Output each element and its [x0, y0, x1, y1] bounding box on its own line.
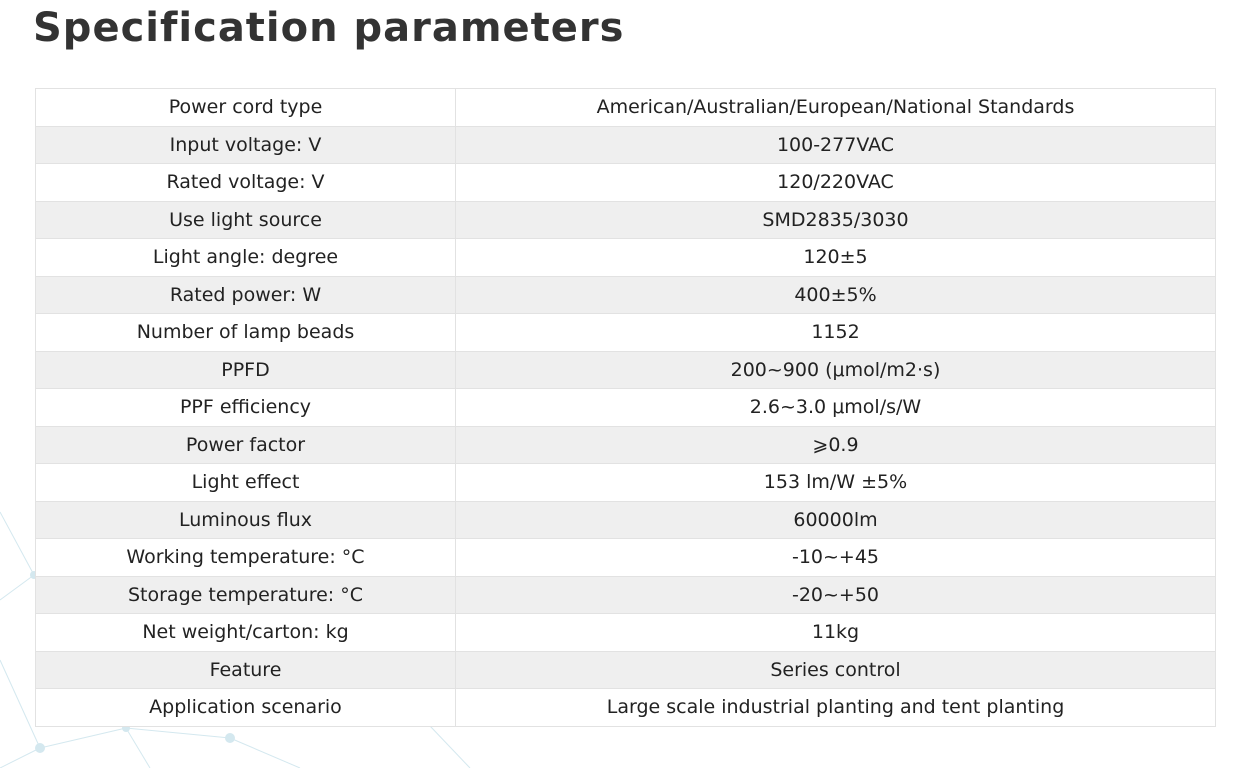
spec-label-cell: Luminous flux [35, 500, 456, 539]
spec-table: Power cord type American/Australian/Europ… [35, 88, 1216, 727]
table-row: Number of lamp beads 1152 [35, 313, 1216, 352]
table-row: Luminous flux 60000lm [35, 500, 1216, 539]
table-row: Storage temperature: °C -20~+50 [35, 575, 1216, 614]
table-row: Feature Series control [35, 650, 1216, 689]
spec-value-cell: 153 lm/W ±5% [455, 463, 1216, 502]
spec-value-cell: ⩾0.9 [455, 425, 1216, 464]
table-row: Light effect 153 lm/W ±5% [35, 463, 1216, 502]
page-title: Specification parameters [33, 5, 625, 51]
spec-value-cell: 100-277VAC [455, 125, 1216, 164]
table-row: Power factor ⩾0.9 [35, 425, 1216, 464]
spec-label-cell: Input voltage: V [35, 125, 456, 164]
spec-label-cell: Application scenario [35, 688, 456, 727]
spec-value-cell: 60000lm [455, 500, 1216, 539]
spec-value-cell: American/Australian/European/National St… [455, 88, 1216, 127]
spec-table-body: Power cord type American/Australian/Europ… [35, 88, 1216, 727]
spec-label-cell: Feature [35, 650, 456, 689]
spec-value-cell: 2.6~3.0 μmol/s/W [455, 388, 1216, 427]
table-row: Working temperature: °C -10~+45 [35, 538, 1216, 577]
spec-label-cell: Working temperature: °C [35, 538, 456, 577]
spec-label-cell: Rated power: W [35, 275, 456, 314]
table-row: Net weight/carton: kg 11kg [35, 613, 1216, 652]
table-row: Rated power: W 400±5% [35, 275, 1216, 314]
table-row: Rated voltage: V 120/220VAC [35, 163, 1216, 202]
table-row: Use light source SMD2835/3030 [35, 200, 1216, 239]
spec-label-cell: Rated voltage: V [35, 163, 456, 202]
spec-value-cell: 200~900 (μmol/m2·s) [455, 350, 1216, 389]
table-row: Input voltage: V 100-277VAC [35, 125, 1216, 164]
spec-label-cell: Power factor [35, 425, 456, 464]
spec-value-cell: -10~+45 [455, 538, 1216, 577]
spec-label-cell: Light angle: degree [35, 238, 456, 277]
table-row: PPFD 200~900 (μmol/m2·s) [35, 350, 1216, 389]
spec-value-cell: Large scale industrial planting and tent… [455, 688, 1216, 727]
spec-label-cell: Storage temperature: °C [35, 575, 456, 614]
spec-label-cell: Light effect [35, 463, 456, 502]
spec-label-cell: Use light source [35, 200, 456, 239]
spec-value-cell: 120/220VAC [455, 163, 1216, 202]
spec-value-cell: 11kg [455, 613, 1216, 652]
spec-value-cell: 400±5% [455, 275, 1216, 314]
spec-value-cell: 1152 [455, 313, 1216, 352]
table-row: Power cord type American/Australian/Europ… [35, 88, 1216, 127]
spec-value-cell: 120±5 [455, 238, 1216, 277]
spec-label-cell: PPF efficiency [35, 388, 456, 427]
spec-label-cell: Number of lamp beads [35, 313, 456, 352]
spec-label-cell: PPFD [35, 350, 456, 389]
table-row: Application scenario Large scale industri… [35, 688, 1216, 727]
spec-value-cell: Series control [455, 650, 1216, 689]
spec-value-cell: SMD2835/3030 [455, 200, 1216, 239]
spec-value-cell: -20~+50 [455, 575, 1216, 614]
spec-label-cell: Power cord type [35, 88, 456, 127]
table-row: PPF efficiency 2.6~3.0 μmol/s/W [35, 388, 1216, 427]
spec-label-cell: Net weight/carton: kg [35, 613, 456, 652]
table-row: Light angle: degree 120±5 [35, 238, 1216, 277]
